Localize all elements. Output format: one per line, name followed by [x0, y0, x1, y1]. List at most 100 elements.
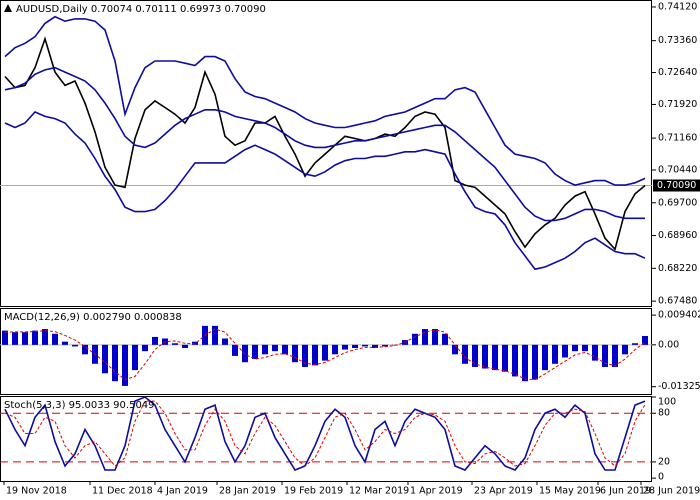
macd-bar [512, 344, 518, 377]
y-tick-label: 0.71160 [658, 133, 697, 144]
macd-bar [632, 343, 638, 345]
panel-title: Stoch(5,3,3) 95.0033 90.5049 [4, 400, 155, 411]
y-tick-label: 0.74120 [658, 1, 697, 12]
x-tick-label: 19 Feb 2019 [284, 486, 343, 497]
macd-bar [292, 344, 298, 363]
y-tick-label: -0.013254 [658, 381, 700, 392]
macd-bar [262, 344, 268, 355]
macd-bar [72, 344, 78, 347]
panel-title: MACD(12,26,9) 0.002790 0.000838 [4, 312, 182, 323]
panel-title: AUDUSD,Daily 0.70074 0.70111 0.69973 0.7… [16, 4, 266, 15]
macd-bar [192, 341, 198, 345]
y-tick-label: 0.69700 [658, 197, 697, 208]
macd-bar [142, 344, 148, 352]
y-tick-label: 0.68220 [658, 263, 697, 274]
macd-bar [112, 344, 118, 382]
y-tick-label: 20 [658, 456, 670, 467]
macd-bar [432, 329, 438, 345]
macd-bar [322, 344, 328, 361]
macd-bar [412, 333, 418, 345]
series-line [4, 328, 646, 381]
macd-bar [302, 344, 308, 367]
y-tick-label: 0.67480 [658, 296, 697, 307]
x-tick-label: 15 May 2019 [539, 486, 601, 497]
x-tick-label: 23 Apr 2019 [474, 486, 533, 497]
x-tick-label: 4 Jan 2019 [157, 486, 208, 497]
macd-bar [562, 344, 568, 358]
current-price-label: 0.70090 [657, 180, 696, 191]
series-line [4, 400, 646, 467]
series-line [4, 66, 645, 222]
macd-bar [472, 344, 478, 367]
x-tick-label: 6 Jun 2019 [600, 486, 651, 497]
current-price-box [653, 179, 700, 192]
macd-bar [502, 344, 508, 372]
macd-bar [532, 344, 538, 380]
macd-bar [12, 332, 18, 345]
macd-bar [452, 344, 458, 355]
macd-bar [332, 344, 338, 355]
macd-bar [252, 344, 258, 360]
macd-bar [122, 344, 128, 386]
macd-bar [62, 341, 68, 345]
y-tick-label: 80 [658, 408, 670, 419]
series-line [4, 36, 646, 251]
x-tick-label: 1 Apr 2019 [410, 486, 463, 497]
macd-bar [522, 344, 528, 382]
macd-bar [422, 329, 428, 345]
macd-bar [642, 335, 648, 345]
macd-bar [372, 344, 378, 348]
title-icon [4, 4, 12, 12]
x-tick-label: 12 Mar 2019 [349, 486, 409, 497]
panel-frame [0, 308, 652, 395]
y-tick-label: 0 [658, 472, 664, 483]
macd-bar [462, 344, 468, 364]
panel-frame [0, 0, 652, 307]
macd-bar [242, 344, 248, 363]
panel-frame [0, 396, 652, 482]
y-tick-label: 0.00 [658, 339, 679, 350]
series-line [4, 15, 646, 186]
macd-bar [602, 344, 608, 367]
macd-bar [82, 344, 88, 355]
macd-bar [352, 344, 358, 348]
y-tick-label: 0.009402 [658, 310, 700, 321]
macd-bar [382, 344, 388, 347]
series-line [4, 111, 646, 271]
macd-bar [362, 344, 368, 347]
macd-bar [272, 344, 278, 352]
macd-bar [572, 344, 578, 352]
macd-bar [442, 333, 448, 345]
macd-bar [582, 344, 588, 352]
macd-bar [552, 344, 558, 364]
macd-bar [282, 344, 288, 355]
y-tick-label: 0.70440 [658, 165, 697, 176]
macd-bar [542, 344, 548, 371]
y-tick-label: 0.72640 [658, 67, 697, 78]
macd-bar [132, 344, 138, 371]
macd-bar [2, 330, 8, 345]
macd-bar [622, 344, 628, 355]
macd-bar [52, 333, 58, 345]
x-tick-label: 28 Jan 2019 [219, 486, 276, 497]
macd-bar [232, 344, 238, 356]
macd-bar [612, 344, 618, 367]
macd-bar [222, 338, 228, 345]
x-tick-label: 11 Dec 2018 [92, 486, 153, 497]
series-line [4, 396, 646, 471]
y-tick-label: 0.71920 [658, 99, 697, 110]
x-tick-label: 28 Jun 2019 [643, 486, 700, 497]
macd-bar [102, 344, 108, 374]
macd-bar [592, 344, 598, 361]
y-tick-label: 0.68960 [658, 230, 697, 241]
x-tick-label: 19 Nov 2018 [6, 486, 67, 497]
macd-bar [312, 344, 318, 366]
macd-bar [172, 343, 178, 345]
macd-bar [152, 336, 158, 345]
macd-bar [32, 330, 38, 345]
macd-bar [492, 344, 498, 371]
macd-bar [482, 344, 488, 369]
macd-bar [342, 344, 348, 350]
